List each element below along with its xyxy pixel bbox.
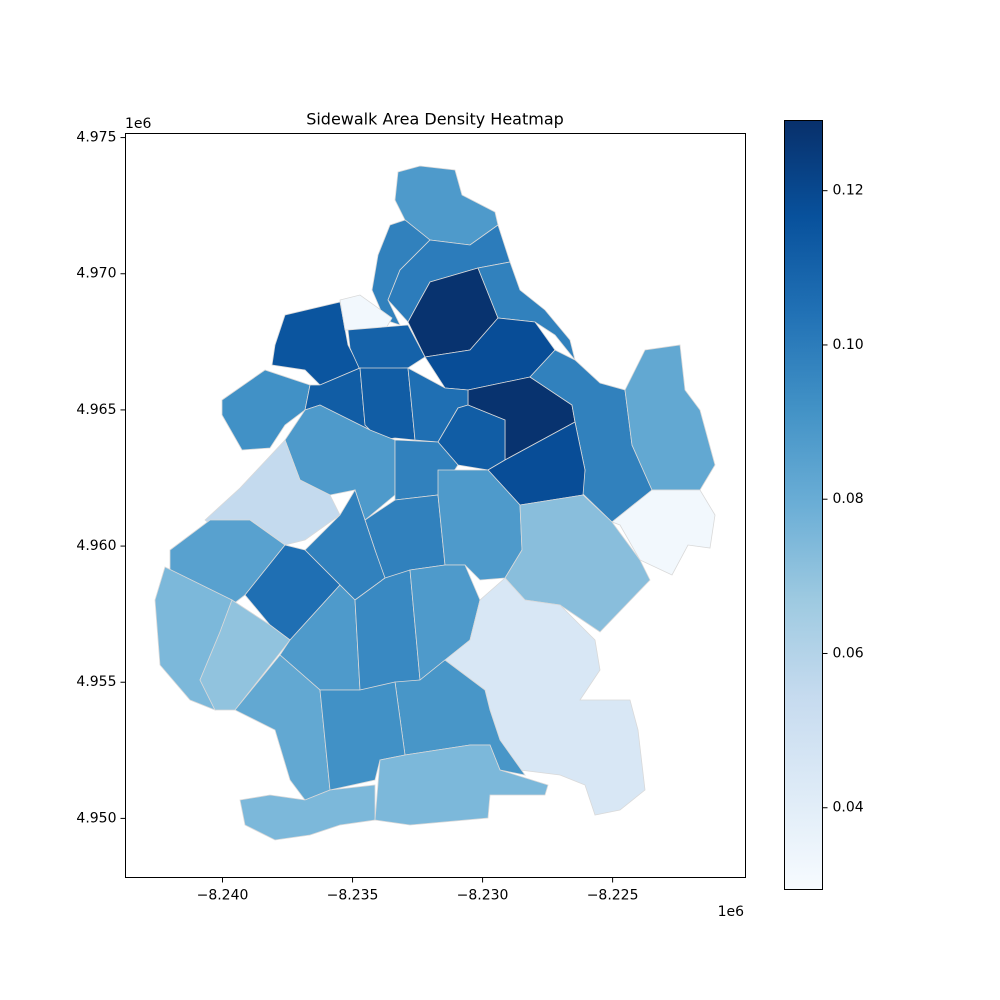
y-tick-label: 4.965 (76, 402, 116, 418)
colorbar-tick-label: 0.12 (833, 183, 864, 199)
y-tick-label: 4.950 (76, 810, 116, 826)
colorbar-tick-label: 0.10 (833, 337, 864, 353)
region (221, 369, 311, 451)
region (437, 469, 523, 581)
y-tick-label: 4.970 (76, 266, 116, 282)
region (611, 489, 716, 576)
region (504, 494, 651, 633)
y-tick-label: 4.960 (76, 538, 116, 554)
colorbar (784, 120, 823, 890)
colorbar-tick-label: 0.06 (833, 645, 864, 661)
region (374, 744, 549, 826)
axes-frame (125, 133, 746, 878)
y-offset-label: 1e6 (125, 116, 152, 132)
y-tick-label: 4.955 (76, 674, 116, 690)
colorbar-tick-label: 0.08 (833, 491, 864, 507)
y-tick-label: 4.975 (76, 130, 116, 146)
region (339, 294, 393, 331)
region (624, 344, 716, 491)
x-tick-label: −8.225 (587, 888, 639, 904)
region (371, 219, 431, 326)
x-tick-label: −8.235 (327, 888, 379, 904)
x-offset-label: 1e6 (718, 904, 745, 920)
colorbar-tick-label: 0.04 (833, 800, 864, 816)
x-tick-label: −8.230 (457, 888, 509, 904)
chart-title: Sidewalk Area Density Heatmap (306, 110, 564, 129)
x-tick-label: −8.240 (197, 888, 249, 904)
region (199, 599, 291, 711)
